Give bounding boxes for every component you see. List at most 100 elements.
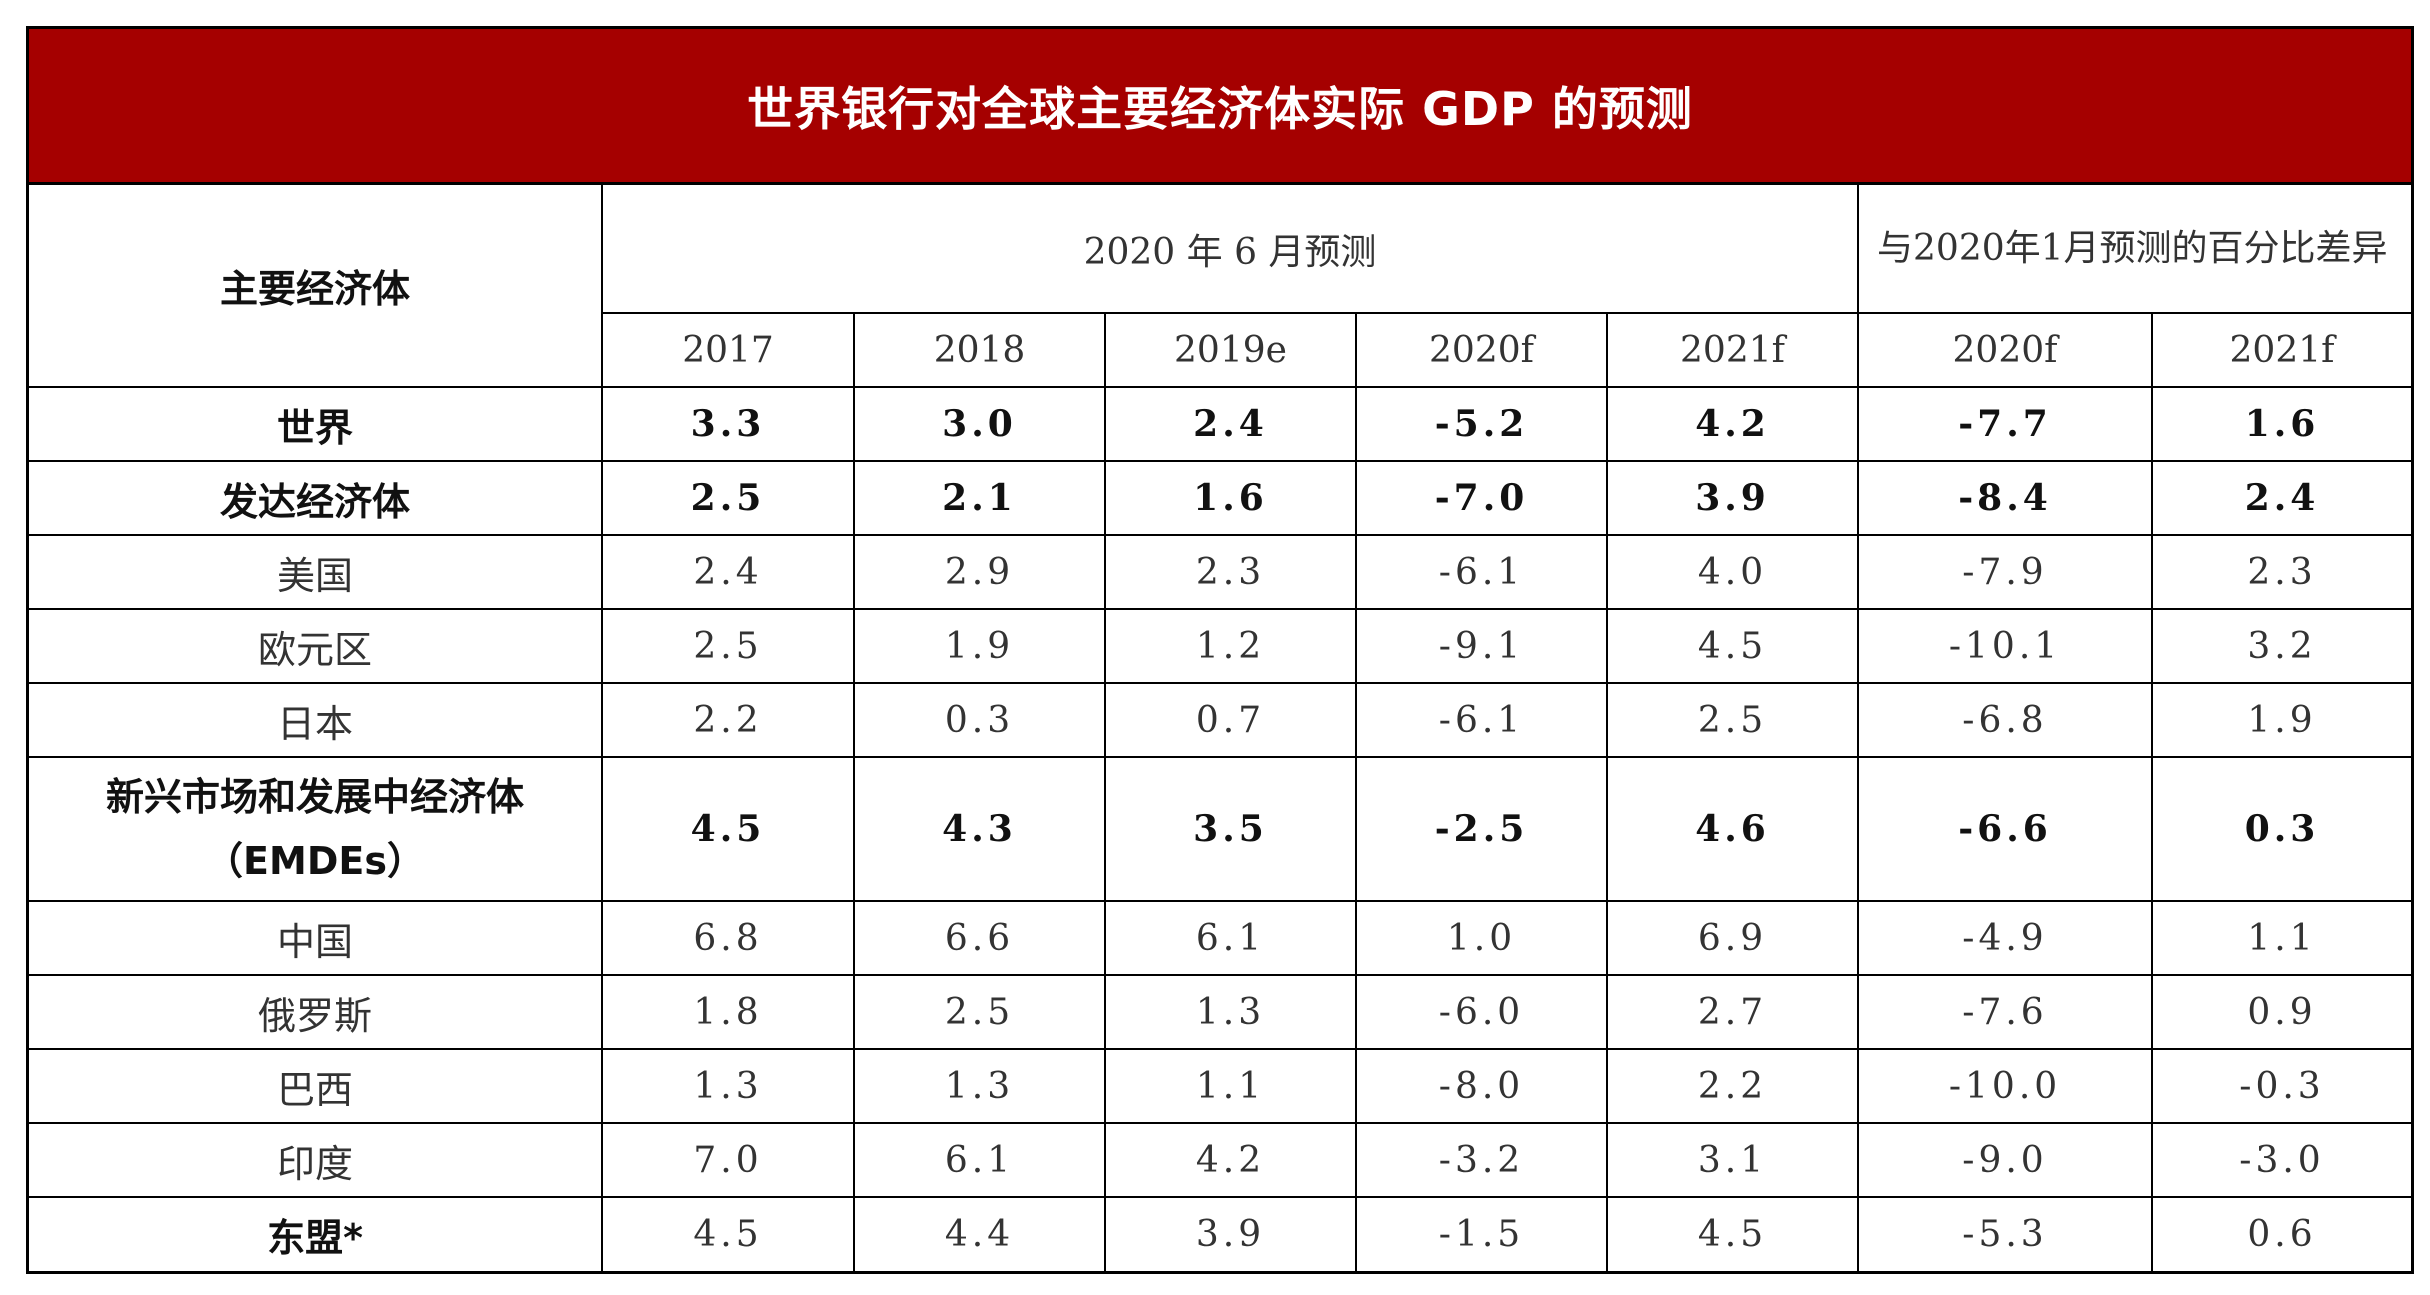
gdp-forecast-table: 主要经济体 2020 年 6 月预测 与2020年1月预测的百分比差异 2017… — [29, 185, 2412, 1271]
value-cell: -9.0 — [1857, 1122, 2154, 1198]
value-cell: 3.9 — [1104, 1196, 1357, 1271]
table-row: 世界 3.3 3.0 2.4 -5.2 4.2 -7.7 1.6 — [29, 386, 2412, 462]
table-row: 新兴市场和发展中经济体 （EMDEs） 4.5 4.3 3.5 -2.5 4.6 -6.6 0.… — [29, 756, 2412, 902]
value-cell: 2.4 — [2151, 460, 2412, 536]
value-cell: 0.7 — [1104, 682, 1357, 758]
value-cell: 4.4 — [853, 1196, 1106, 1271]
value-cell: 4.5 — [601, 756, 855, 902]
header-economy: 主要经济体 — [29, 185, 603, 388]
gdp-forecast-table-frame: 世界银行对全球主要经济体实际 GDP 的预测 主要经济体 2020 年 6 月预… — [26, 26, 2414, 1274]
header-year: 2018 — [853, 312, 1106, 387]
value-cell: -6.1 — [1355, 682, 1608, 758]
value-cell: 2.5 — [1605, 682, 1860, 758]
value-cell: -9.1 — [1355, 608, 1608, 684]
value-cell: -0.3 — [2151, 1048, 2412, 1124]
value-cell: -6.8 — [1857, 682, 2154, 758]
value-cell: 0.9 — [2151, 974, 2412, 1050]
table-row: 巴西 1.3 1.3 1.1 -8.0 2.2 -10.0 -0.3 — [29, 1048, 2412, 1124]
header-year: 2017 — [602, 312, 855, 387]
value-cell: -6.1 — [1355, 534, 1608, 610]
value-cell: -7.9 — [1857, 534, 2154, 610]
value-cell: 1.1 — [2151, 900, 2412, 976]
value-cell: 0.6 — [2151, 1196, 2412, 1271]
value-cell: 0.3 — [2151, 756, 2412, 902]
header-year: 2021f — [1605, 312, 1860, 387]
value-cell: 2.4 — [1104, 386, 1357, 462]
value-cell: -3.2 — [1355, 1122, 1608, 1198]
value-cell: 6.1 — [853, 1122, 1106, 1198]
value-cell: 2.4 — [601, 534, 855, 610]
value-cell: -8.4 — [1857, 460, 2154, 536]
table-row: 日本 2.2 0.3 0.7 -6.1 2.5 -6.8 1.9 — [29, 682, 2412, 758]
value-cell: 3.5 — [1104, 756, 1357, 902]
value-cell: 1.9 — [853, 608, 1106, 684]
economy-name: 世界 — [29, 386, 603, 462]
economy-name-line1: 新兴市场和发展中经济体 — [105, 775, 524, 819]
value-cell: 1.1 — [1104, 1048, 1357, 1124]
value-cell: 3.1 — [1605, 1122, 1860, 1198]
header-year: 2019e — [1104, 312, 1357, 387]
header-diff-from-january: 与2020年1月预测的百分比差异 — [1857, 185, 2412, 314]
value-cell: 4.5 — [1605, 1196, 1860, 1271]
table-row: 中国 6.8 6.6 6.1 1.0 6.9 -4.9 1.1 — [29, 900, 2412, 976]
value-cell: 1.0 — [1355, 900, 1608, 976]
table-title: 世界银行对全球主要经济体实际 GDP 的预测 — [29, 29, 2411, 185]
header-year: 2020f — [1857, 312, 2154, 387]
value-cell: 2.9 — [853, 534, 1106, 610]
economy-name-line2: （EMDEs） — [205, 839, 425, 883]
value-cell: -3.0 — [2151, 1122, 2412, 1198]
value-cell: 2.5 — [601, 460, 855, 536]
value-cell: -7.6 — [1857, 974, 2154, 1050]
value-cell: 4.5 — [1605, 608, 1860, 684]
value-cell: 3.2 — [2151, 608, 2412, 684]
value-cell: -5.2 — [1355, 386, 1608, 462]
table-row: 美国 2.4 2.9 2.3 -6.1 4.0 -7.9 2.3 — [29, 534, 2412, 610]
economy-name: 欧元区 — [29, 608, 603, 684]
value-cell: -10.1 — [1857, 608, 2154, 684]
value-cell: 2.2 — [601, 682, 855, 758]
economy-name: 巴西 — [29, 1048, 603, 1124]
value-cell: 2.3 — [1104, 534, 1357, 610]
value-cell: 2.7 — [1605, 974, 1860, 1050]
table-row: 印度 7.0 6.1 4.2 -3.2 3.1 -9.0 -3.0 — [29, 1122, 2412, 1198]
header-june-forecast: 2020 年 6 月预测 — [600, 185, 1860, 314]
value-cell: 4.2 — [1605, 386, 1860, 462]
table-row: 发达经济体 2.5 2.1 1.6 -7.0 3.9 -8.4 2.4 — [29, 460, 2412, 536]
value-cell: 1.3 — [601, 1048, 855, 1124]
value-cell: 1.6 — [1104, 460, 1357, 536]
economy-name: 印度 — [29, 1122, 603, 1198]
value-cell: 1.2 — [1104, 608, 1357, 684]
economy-name: 俄罗斯 — [29, 974, 603, 1050]
value-cell: 2.2 — [1605, 1048, 1860, 1124]
economy-name: 中国 — [29, 900, 603, 976]
value-cell: 0.3 — [853, 682, 1106, 758]
value-cell: 4.6 — [1605, 756, 1860, 902]
economy-name: 日本 — [29, 682, 603, 758]
economy-name: 发达经济体 — [29, 460, 603, 536]
economy-name: 美国 — [29, 534, 603, 610]
table-row: 俄罗斯 1.8 2.5 1.3 -6.0 2.7 -7.6 0.9 — [29, 974, 2412, 1050]
value-cell: 7.0 — [601, 1122, 855, 1198]
header-year: 2021f — [2151, 312, 2412, 387]
header-year: 2020f — [1355, 312, 1608, 387]
value-cell: 1.9 — [2151, 682, 2412, 758]
value-cell: 2.5 — [853, 974, 1106, 1050]
value-cell: 2.1 — [853, 460, 1106, 536]
value-cell: -5.3 — [1857, 1196, 2154, 1271]
value-cell: 1.3 — [1104, 974, 1357, 1050]
value-cell: 1.6 — [2151, 386, 2412, 462]
table-row: 东盟* 4.5 4.4 3.9 -1.5 4.5 -5.3 0.6 — [29, 1196, 2412, 1271]
value-cell: 1.8 — [601, 974, 855, 1050]
value-cell: 6.6 — [853, 900, 1106, 976]
value-cell: -1.5 — [1355, 1196, 1608, 1271]
economy-name: 东盟* — [29, 1196, 603, 1271]
value-cell: 4.5 — [601, 1196, 855, 1271]
value-cell: 4.3 — [853, 756, 1106, 902]
value-cell: 6.9 — [1605, 900, 1860, 976]
value-cell: -4.9 — [1857, 900, 2154, 976]
value-cell: -7.0 — [1355, 460, 1608, 536]
value-cell: -7.7 — [1857, 386, 2154, 462]
value-cell: 2.3 — [2151, 534, 2412, 610]
value-cell: 3.0 — [853, 386, 1106, 462]
value-cell: 6.8 — [601, 900, 855, 976]
